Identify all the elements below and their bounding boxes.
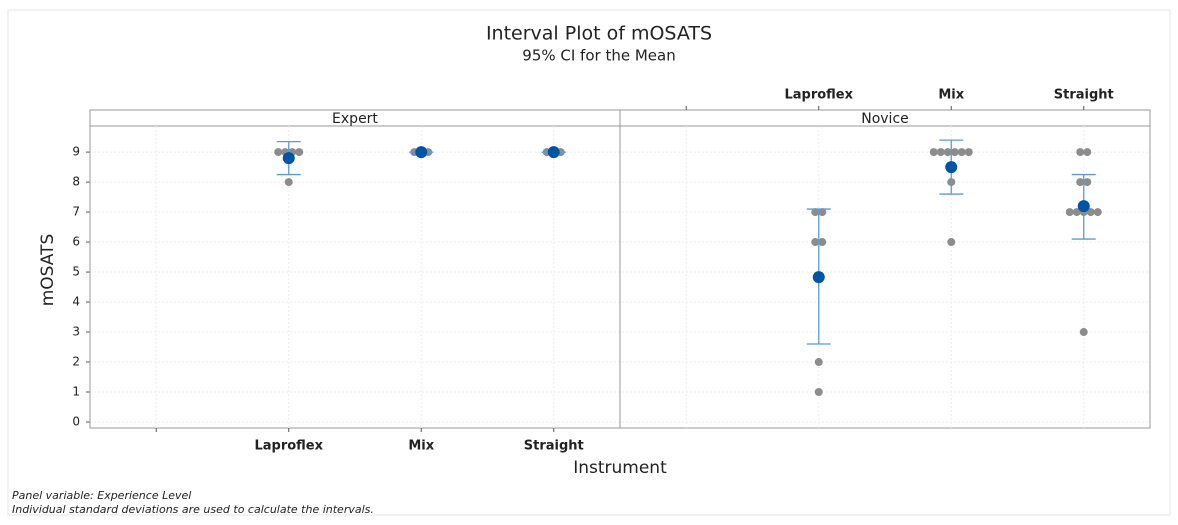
data-point xyxy=(811,208,820,217)
panel-header xyxy=(619,109,1151,127)
data-point xyxy=(818,238,827,247)
y-tick-label: 7 xyxy=(72,205,80,219)
mean-point xyxy=(282,152,295,165)
y-tick-label: 3 xyxy=(72,325,80,339)
frame xyxy=(7,9,1171,516)
data-point xyxy=(1076,148,1085,157)
data-point xyxy=(1072,208,1081,217)
data-point xyxy=(284,178,293,187)
data-point xyxy=(1065,208,1074,217)
mean-point xyxy=(547,146,560,159)
data-point xyxy=(295,148,304,157)
data-point xyxy=(936,148,945,157)
x-axis-label: Instrument xyxy=(573,458,667,478)
data-point xyxy=(1076,178,1085,187)
data-point xyxy=(811,238,820,247)
data-point xyxy=(950,148,959,157)
chart-title: Interval Plot of mOSATS xyxy=(486,23,712,45)
x-tick-label: Mix xyxy=(938,88,964,103)
mean-point xyxy=(1077,200,1090,213)
x-tick-label: Laproflex xyxy=(784,88,853,103)
data-point xyxy=(814,358,823,367)
data-point xyxy=(929,148,938,157)
data-point xyxy=(818,208,827,217)
data-point xyxy=(274,148,283,157)
y-tick-label: 9 xyxy=(72,145,80,159)
x-tick-label: Straight xyxy=(1054,88,1114,103)
panel-label: Expert xyxy=(332,111,378,127)
data-point xyxy=(1079,328,1088,337)
data-point xyxy=(1083,178,1092,187)
mean-point xyxy=(415,146,428,159)
data-point xyxy=(964,148,973,157)
data-point xyxy=(814,388,823,397)
y-axis-label: mOSATS xyxy=(38,234,58,307)
y-tick-label: 5 xyxy=(72,265,80,279)
panel-label: Novice xyxy=(861,111,909,127)
panel-border xyxy=(619,125,1151,429)
y-tick-label: 2 xyxy=(72,355,80,369)
chart-subtitle: 95% CI for the Mean xyxy=(522,47,675,65)
data-point xyxy=(957,148,966,157)
panel-border xyxy=(89,125,621,429)
data-point xyxy=(1083,148,1092,157)
data-point xyxy=(943,148,952,157)
y-tick-label: 8 xyxy=(72,175,80,189)
data-point xyxy=(1093,208,1102,217)
footnote: Panel variable: Experience Level xyxy=(12,489,191,502)
mean-point xyxy=(945,161,958,174)
x-tick-label: Straight xyxy=(524,439,584,454)
y-tick-label: 1 xyxy=(72,385,80,399)
y-tick-label: 4 xyxy=(72,295,80,309)
y-tick-label: 0 xyxy=(72,415,80,429)
mean-point xyxy=(812,271,825,284)
data-point xyxy=(947,238,956,247)
y-tick-label: 6 xyxy=(72,235,80,249)
data-point xyxy=(1086,208,1095,217)
footnote: Individual standard deviations are used … xyxy=(12,503,374,516)
x-tick-label: Mix xyxy=(408,439,434,454)
x-tick-label: Laproflex xyxy=(254,439,323,454)
